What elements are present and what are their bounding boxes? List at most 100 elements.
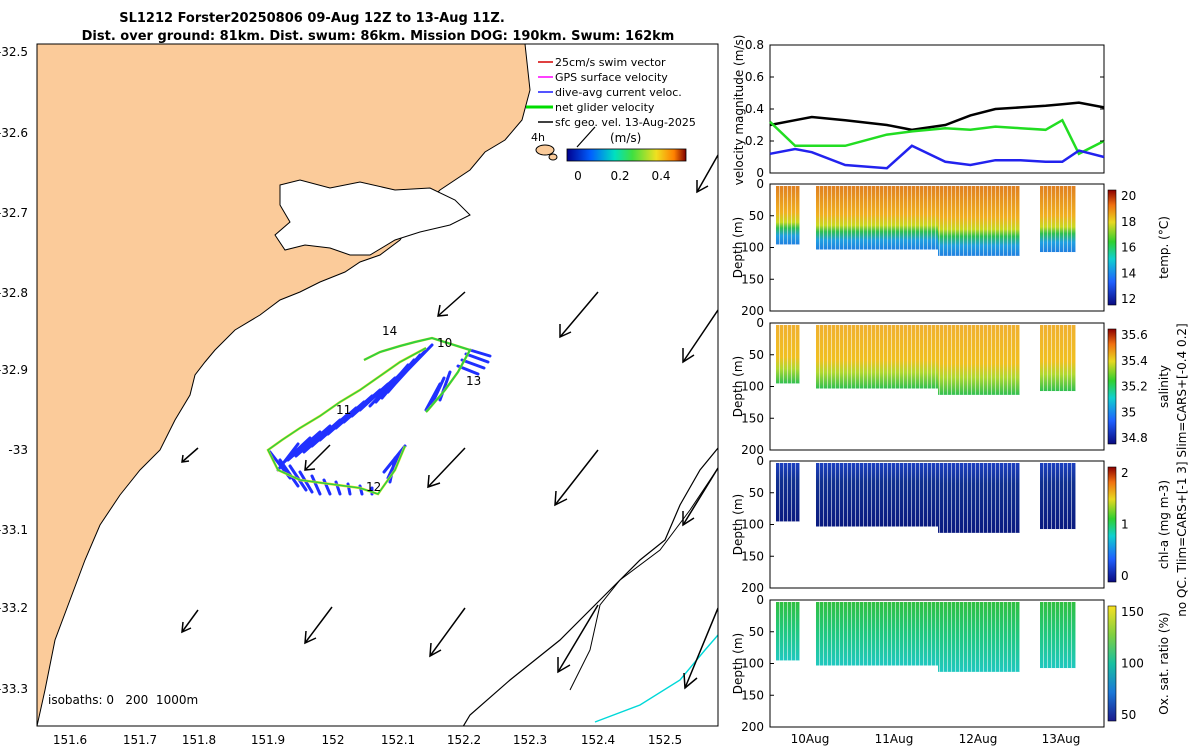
lat-tick: -33 [8, 443, 28, 457]
velocity-ylabel: velocity magnitude (m/s) [732, 35, 746, 186]
profile-stripes [938, 325, 1020, 395]
current-arrows [181, 154, 718, 690]
lon-tick: 152.3 [513, 733, 547, 747]
day-label-10: 10 [437, 336, 452, 350]
time-axis-ticks: 10Aug 11Aug 12Aug 13Aug [791, 732, 1081, 746]
legend-geo-velocity: sfc geo. vel. 13-Aug-2025 [555, 116, 696, 129]
velocity-line-green [769, 118, 1105, 156]
chlorophyll-cbar-label: chl-a (mg m-3) [1157, 480, 1171, 569]
temperature-ylabel: Depth (m) [731, 217, 745, 278]
salinity-ytick: 200 [741, 443, 764, 457]
vel-ytick: 0.8 [745, 38, 764, 52]
temperature-cbar-tick: 14 [1121, 266, 1136, 280]
chlorophyll-cbar-tick: 0 [1121, 569, 1129, 583]
lat-tick: -32.9 [0, 363, 28, 377]
isobath-shelf [594, 634, 718, 723]
salinity-ylabel: Depth (m) [731, 356, 745, 417]
oxygen-cbar-tick: 100 [1121, 657, 1144, 671]
title-line-1: SL1212 Forster20250806 09-Aug 12Z to 13-… [119, 11, 505, 26]
salinity-colorbar [1107, 328, 1117, 445]
qc-side-note: no QC. Tlim=CARS+[-1 3] Slim=CARS+[-0.4 … [1175, 323, 1189, 616]
vel-ytick: 0.2 [745, 134, 764, 148]
lat-tick: -33.3 [0, 682, 28, 696]
legend-net-velocity: net glider velocity [555, 101, 655, 114]
day-label-14: 14 [382, 324, 397, 338]
island [535, 144, 555, 156]
salinity-ytick: 100 [741, 380, 764, 394]
map-panel: 14 10 13 11 12 25cm/s swim vector GPS su… [0, 43, 719, 747]
lat-tick: -32.5 [0, 45, 28, 59]
profile-stripes [1040, 325, 1076, 392]
oxygen-cbar-tick: 50 [1121, 708, 1136, 722]
colorbar-units: (m/s) [610, 131, 641, 145]
salinity-section: 0 50 100 150 200 Depth (m) 35.6 35.4 35.2 35 34.8 s… [731, 316, 1171, 457]
salinity-cbar-tick: 35 [1121, 405, 1136, 419]
lon-tick: 151.7 [123, 733, 157, 747]
oxygen-ylabel: Depth (m) [731, 633, 745, 694]
oxygen-ytick: 200 [741, 720, 764, 734]
temperature-ytick: 150 [741, 272, 764, 286]
glider-track [266, 336, 492, 496]
lat-tick: -33.2 [0, 601, 28, 615]
lat-tick: -33.1 [0, 523, 28, 537]
map-frame [36, 43, 719, 727]
isobaths-label: isobaths: 0 200 1000m [48, 693, 198, 707]
lon-tick: 152.5 [648, 733, 682, 747]
chlorophyll-ytick: 50 [749, 486, 764, 500]
oxygen-ytick: 100 [741, 657, 764, 671]
profile-stripes [816, 602, 938, 666]
colorbar-tick-02: 0.2 [610, 169, 629, 183]
profile-stripes [776, 463, 800, 522]
lon-tick: 151.6 [53, 733, 87, 747]
profile-stripes [816, 325, 938, 389]
profile-stripes [816, 463, 938, 527]
colorbar-tick-04: 0.4 [651, 169, 670, 183]
temperature-cbar-tick: 18 [1121, 215, 1136, 229]
temperature-colorbar [1107, 189, 1117, 306]
profile-stripes [776, 186, 800, 245]
temperature-section: 0 50 100 150 200 Depth (m) 20 18 16 14 12 temp. (°C… [731, 177, 1171, 318]
velocity-frame [769, 44, 1105, 174]
chlorophyll-ylabel: Depth (m) [731, 494, 745, 555]
lon-tick: 151.8 [182, 733, 216, 747]
map-lon-ticks: 151.6 151.7 151.8 151.9 152 152.1 152.2 … [53, 733, 682, 747]
title-line-2: Dist. over ground: 81km. Dist. swum: 86k… [82, 29, 675, 44]
oxygen-ytick: 0 [756, 593, 764, 607]
velocity-line-blue [769, 144, 1105, 170]
xtick-13aug: 13Aug [1042, 732, 1081, 746]
legend-swim-vector: 25cm/s swim vector [555, 56, 666, 69]
temperature-cbar-tick: 12 [1121, 292, 1136, 306]
temperature-cbar-tick: 20 [1121, 189, 1136, 203]
legend-gps-velocity: GPS surface velocity [555, 71, 668, 84]
chlorophyll-section: 0 50 100 150 200 Depth (m) 2 1 0 chl-a (mg m-3) [731, 454, 1171, 595]
temperature-cbar-label: temp. (°C) [1157, 216, 1171, 279]
lon-tick: 152 [322, 733, 345, 747]
map-legend: 25cm/s swim vector GPS surface velocity … [526, 56, 696, 183]
day-label-12: 12 [366, 480, 381, 494]
temperature-ytick: 0 [756, 177, 764, 191]
chlorophyll-ytick: 200 [741, 581, 764, 595]
chlorophyll-ytick: 100 [741, 518, 764, 532]
lat-tick: -32.8 [0, 286, 28, 300]
temperature-cbar-tick: 16 [1121, 241, 1136, 255]
salinity-ytick: 0 [756, 316, 764, 330]
chlorophyll-cbar-tick: 2 [1121, 466, 1129, 480]
time-label: 4h [531, 131, 545, 144]
temperature-ytick: 100 [741, 241, 764, 255]
chlorophyll-colorbar [1107, 466, 1117, 583]
velocity-panel: 0 0.2 0.4 0.6 0.8 velocity magnitude (m/… [732, 35, 1105, 186]
oxygen-ytick: 50 [749, 625, 764, 639]
lon-tick: 152.1 [381, 733, 415, 747]
salinity-cbar-tick: 35.2 [1121, 380, 1148, 394]
colorbar-tick-0: 0 [574, 169, 582, 183]
chlorophyll-ytick: 0 [756, 454, 764, 468]
xtick-12aug: 12Aug [959, 732, 998, 746]
vel-ytick: 0.4 [745, 102, 764, 116]
xtick-11aug: 11Aug [875, 732, 914, 746]
temperature-ytick: 50 [749, 209, 764, 223]
profile-stripes [1040, 186, 1076, 253]
coastal-lake [274, 179, 471, 256]
